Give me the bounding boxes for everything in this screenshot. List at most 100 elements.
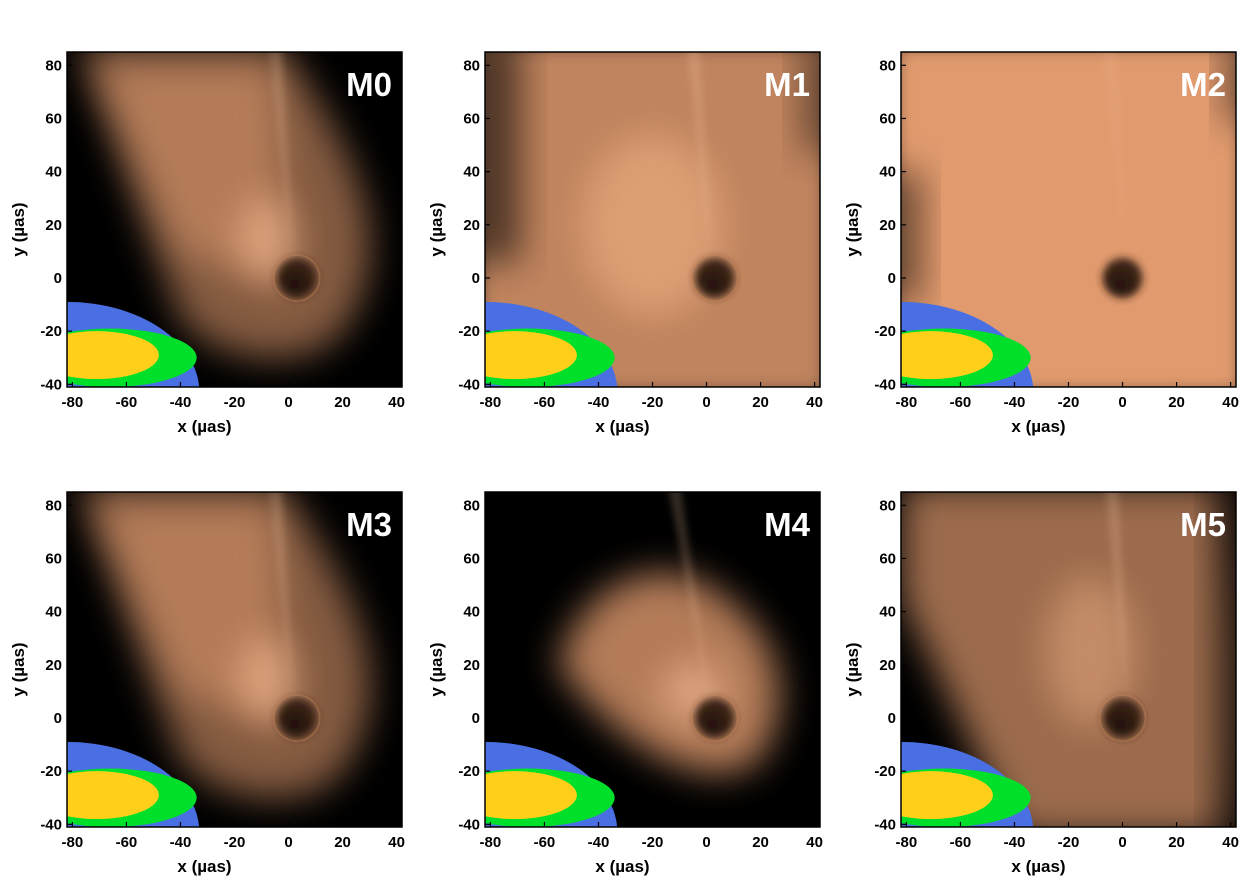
- x-tick-label: -20: [642, 394, 664, 411]
- x-tick-label: 40: [388, 834, 405, 851]
- y-tick-label: 0: [888, 710, 896, 727]
- x-tick-label: 0: [1118, 834, 1126, 851]
- y-tick-label: 20: [879, 657, 896, 674]
- y-tick-label: -40: [874, 816, 896, 833]
- panel-label: M5: [1180, 506, 1226, 543]
- x-axis-label: x (µas): [177, 857, 231, 876]
- y-tick-label: 40: [463, 604, 480, 621]
- x-tick-label: -20: [1058, 834, 1080, 851]
- x-axis-label: x (µas): [595, 857, 649, 876]
- y-tick-label: 60: [879, 550, 896, 567]
- x-tick-label: -80: [62, 394, 84, 411]
- x-tick-label: -40: [170, 394, 192, 411]
- y-tick-label: -40: [40, 816, 62, 833]
- black-hole-shadow: [695, 698, 735, 738]
- x-tick-label: -40: [588, 394, 610, 411]
- panel-label: M1: [764, 66, 810, 103]
- x-tick-label: 0: [284, 394, 292, 411]
- y-tick-label: 20: [879, 217, 896, 234]
- x-tick-label: 0: [702, 394, 710, 411]
- x-tick-label: -80: [480, 394, 502, 411]
- image-area: [353, 484, 820, 880]
- y-tick-label: -20: [40, 323, 62, 340]
- black-hole-shadow: [1103, 698, 1143, 738]
- y-tick-label: 20: [45, 657, 62, 674]
- y-tick-label: 60: [45, 110, 62, 127]
- x-tick-label: 20: [334, 834, 351, 851]
- panel-label: M4: [764, 506, 810, 543]
- panel-m2: M2-80 -60 -40 -20 0 20 40806040200-20-40x (µas…: [769, 32, 1252, 483]
- x-tick-label: -60: [534, 834, 556, 851]
- x-axis-label: x (µas): [595, 417, 649, 436]
- y-tick-label: 40: [879, 164, 896, 181]
- x-tick-label: -40: [170, 834, 192, 851]
- y-axis-label: y (µas): [427, 642, 446, 696]
- y-tick-label: -20: [874, 763, 896, 780]
- black-hole-shadow: [277, 258, 317, 298]
- x-tick-label: 40: [806, 834, 823, 851]
- x-tick-label: -20: [642, 834, 664, 851]
- y-tick-label: 0: [472, 270, 480, 287]
- x-tick-label: 20: [752, 834, 769, 851]
- y-tick-label: -40: [874, 376, 896, 393]
- y-tick-label: 80: [45, 497, 62, 514]
- panel-label: M0: [346, 66, 392, 103]
- x-tick-label: -60: [116, 834, 138, 851]
- y-tick-label: 40: [45, 164, 62, 181]
- x-tick-label: 0: [284, 834, 292, 851]
- y-tick-label: -20: [874, 323, 896, 340]
- x-tick-label: -40: [588, 834, 610, 851]
- y-axis-label: y (µas): [843, 642, 862, 696]
- x-tick-label: -60: [950, 834, 972, 851]
- y-axis-label: y (µas): [843, 202, 862, 256]
- x-tick-label: -60: [950, 394, 972, 411]
- panel-m0: M0 -80 -60 -40 -20 0 20 40 80 60 40 20 0 -20 -40 x (µas…: [0, 44, 405, 483]
- y-tick-label: 20: [463, 657, 480, 674]
- y-tick-label: 60: [463, 110, 480, 127]
- y-tick-label: 60: [879, 110, 896, 127]
- x-tick-label: -60: [534, 394, 556, 411]
- y-tick-label: 80: [463, 57, 480, 74]
- y-tick-label: -40: [40, 376, 62, 393]
- y-tick-label: 20: [463, 217, 480, 234]
- panel-label: M3: [346, 506, 392, 543]
- y-tick-label: 60: [463, 550, 480, 567]
- x-tick-label: 0: [702, 834, 710, 851]
- y-tick-label: 0: [54, 270, 62, 287]
- x-tick-label: -40: [1004, 394, 1026, 411]
- x-tick-label: -20: [224, 834, 246, 851]
- y-tick-label: 40: [463, 164, 480, 181]
- y-tick-label: 80: [879, 497, 896, 514]
- y-tick-label: 0: [888, 270, 896, 287]
- x-axis-label: x (µas): [1011, 857, 1065, 876]
- black-hole-shadow: [1103, 258, 1143, 298]
- panel-m4: M4 -80 -60 -40 -20 0 20 40 80 60 40 20 0 -20 -40 x (µas…: [353, 484, 823, 880]
- x-tick-label: -80: [480, 834, 502, 851]
- y-tick-label: 20: [45, 217, 62, 234]
- black-hole-shadow: [277, 698, 317, 738]
- x-tick-label: 20: [1168, 834, 1185, 851]
- x-tick-label: -20: [1058, 394, 1080, 411]
- y-tick-label: -20: [40, 763, 62, 780]
- black-hole-shadow: [695, 258, 735, 298]
- x-tick-label: 0: [1118, 394, 1126, 411]
- y-tick-label: 0: [472, 710, 480, 727]
- y-tick-label: -20: [458, 323, 480, 340]
- x-tick-label: -60: [116, 394, 138, 411]
- panel-m3: M3-80 -60 -40 -20 0 20 40806040200-20-40x (µas…: [0, 484, 405, 880]
- y-tick-label: 40: [45, 604, 62, 621]
- x-tick-label: 20: [334, 394, 351, 411]
- x-tick-label: 20: [752, 394, 769, 411]
- y-tick-label: 60: [45, 550, 62, 567]
- y-tick-label: 40: [879, 604, 896, 621]
- x-tick-label: -40: [1004, 834, 1026, 851]
- panel-label: M2: [1180, 66, 1226, 103]
- y-axis-label: y (µas): [427, 202, 446, 256]
- y-tick-label: 80: [45, 57, 62, 74]
- x-tick-label: 20: [1168, 394, 1185, 411]
- y-tick-label: -20: [458, 763, 480, 780]
- x-tick-label: -80: [62, 834, 84, 851]
- y-tick-label: -40: [458, 376, 480, 393]
- y-axis-label: y (µas): [9, 202, 28, 256]
